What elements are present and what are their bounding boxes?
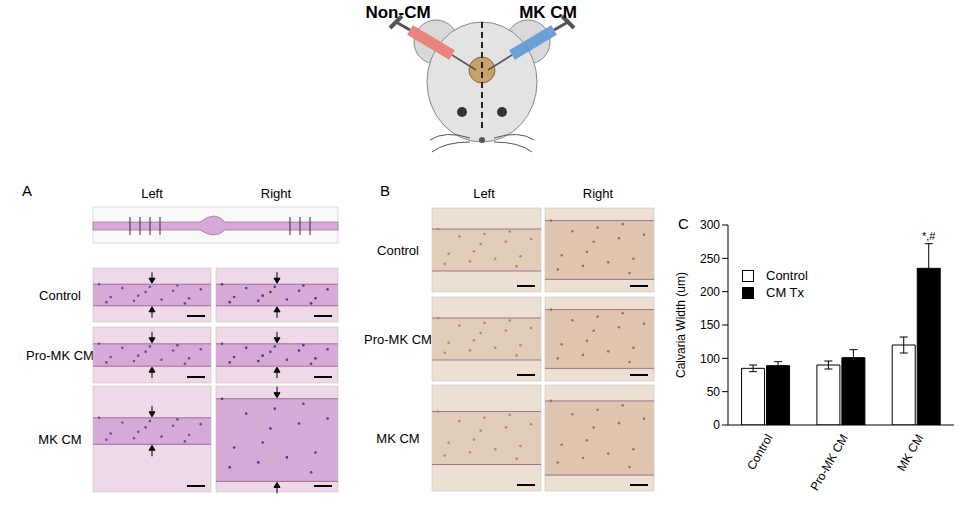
svg-text:Non-CM: Non-CM bbox=[365, 3, 430, 22]
svg-text:Pro-MK CM: Pro-MK CM bbox=[364, 332, 432, 347]
svg-text:MK CM: MK CM bbox=[38, 432, 81, 447]
html-text:C: C bbox=[678, 215, 689, 232]
svg-text:Control: Control bbox=[744, 432, 775, 473]
html-text:Control: Control bbox=[766, 268, 808, 283]
svg-text:250: 250 bbox=[700, 252, 720, 266]
svg-text:Left: Left bbox=[473, 186, 495, 201]
svg-text:Right: Right bbox=[583, 186, 614, 201]
svg-text:150: 150 bbox=[700, 318, 720, 332]
svg-text:Control: Control bbox=[39, 288, 81, 303]
svg-text:300: 300 bbox=[700, 218, 720, 232]
svg-text:0: 0 bbox=[713, 418, 720, 432]
svg-text:50: 50 bbox=[707, 385, 721, 399]
svg-text:Right: Right bbox=[261, 186, 292, 201]
svg-text:*,#: *,# bbox=[922, 230, 936, 242]
svg-text:B: B bbox=[380, 182, 390, 199]
svg-text:Pro-MK CM: Pro-MK CM bbox=[26, 348, 94, 363]
svg-text:Control: Control bbox=[377, 243, 419, 258]
svg-text:Left: Left bbox=[141, 186, 163, 201]
svg-text:MK CM: MK CM bbox=[519, 3, 577, 22]
svg-text:Pro-MK CM: Pro-MK CM bbox=[808, 432, 851, 493]
svg-text:200: 200 bbox=[700, 285, 720, 299]
html-text:CM Tx: CM Tx bbox=[766, 285, 804, 300]
svg-text:100: 100 bbox=[700, 352, 720, 366]
svg-text:MK CM: MK CM bbox=[894, 432, 926, 474]
svg-text:A: A bbox=[22, 182, 32, 199]
svg-text:MK CM: MK CM bbox=[376, 431, 419, 446]
svg-text:Calvaria Width (um): Calvaria Width (um) bbox=[674, 272, 688, 378]
